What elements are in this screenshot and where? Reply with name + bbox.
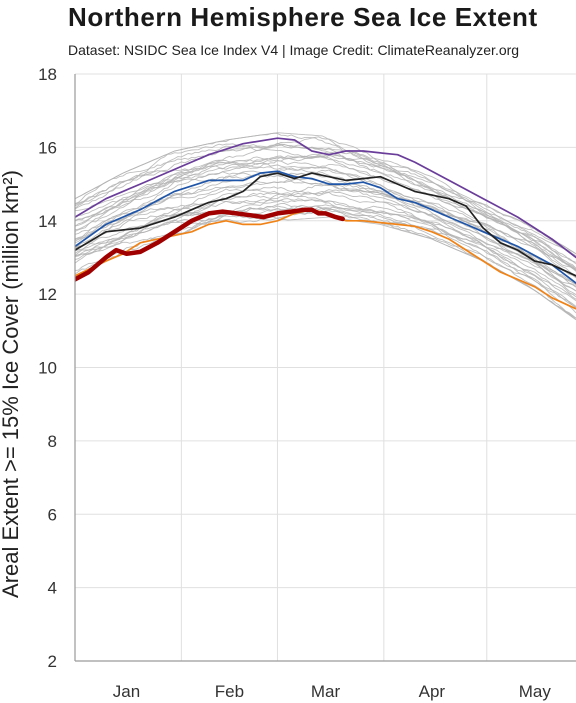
background-year-line bbox=[75, 198, 576, 300]
y-tick-label: 12 bbox=[38, 285, 57, 304]
background-year-line bbox=[75, 152, 576, 270]
x-tick-label: Feb bbox=[215, 682, 244, 701]
highlighted-series bbox=[75, 137, 576, 310]
background-year-line bbox=[75, 143, 576, 256]
background-year-line bbox=[75, 204, 576, 308]
y-tick-label: 14 bbox=[38, 212, 57, 231]
y-tick-label: 4 bbox=[48, 579, 57, 598]
background-years bbox=[75, 132, 576, 321]
series-line bbox=[75, 137, 576, 259]
background-year-line bbox=[75, 183, 576, 292]
background-year-line bbox=[75, 160, 576, 278]
y-tick-label: 8 bbox=[48, 432, 57, 451]
y-tick-label: 16 bbox=[38, 138, 57, 157]
y-tick-label: 2 bbox=[48, 652, 57, 671]
background-year-line bbox=[75, 132, 576, 255]
chart-subtitle: Dataset: NSIDC Sea Ice Index V4 | Image … bbox=[68, 42, 520, 58]
background-year-line bbox=[75, 189, 576, 295]
x-tick-label: Mar bbox=[311, 682, 341, 701]
background-year-line bbox=[75, 208, 576, 314]
background-year-line bbox=[75, 155, 576, 269]
background-year-line bbox=[75, 192, 576, 307]
x-tick-label: Jan bbox=[113, 682, 140, 701]
background-year-line bbox=[75, 169, 576, 279]
background-year-line bbox=[75, 161, 576, 272]
axes: 2 4 6 8 10 12 14 16 18 Jan Feb Mar Apr May bbox=[38, 65, 576, 701]
background-year-line bbox=[75, 168, 576, 286]
background-year-line bbox=[75, 188, 576, 298]
series-line bbox=[75, 172, 576, 277]
chart-title: Northern Hemisphere Sea Ice Extent bbox=[68, 2, 538, 32]
background-year-line bbox=[75, 154, 576, 271]
current-year-line bbox=[75, 207, 345, 282]
series-line bbox=[75, 170, 576, 284]
x-tick-label: May bbox=[519, 682, 552, 701]
y-tick-label: 10 bbox=[38, 359, 57, 378]
x-tick-label: Apr bbox=[419, 682, 446, 701]
background-year-line bbox=[75, 170, 576, 287]
grid bbox=[75, 73, 576, 662]
background-year-line bbox=[75, 146, 576, 265]
background-year-line bbox=[75, 136, 576, 278]
y-tick-label: 6 bbox=[48, 505, 57, 524]
y-tick-label: 18 bbox=[38, 65, 57, 84]
